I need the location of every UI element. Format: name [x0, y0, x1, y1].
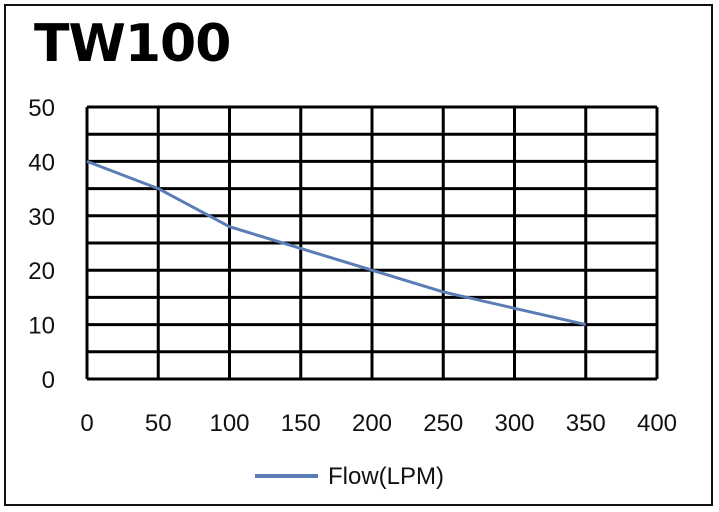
x-tick-label: 300 [494, 410, 534, 437]
y-tick-label: 50 [28, 95, 55, 122]
y-tick-label: 30 [28, 204, 55, 231]
legend-label: Flow(LPM) [328, 463, 444, 490]
y-tick-label: 0 [42, 367, 55, 394]
x-tick-label: 100 [209, 410, 249, 437]
chart-series [86, 159, 587, 327]
chart-frame [4, 4, 713, 506]
series-line [86, 159, 587, 327]
y-tick-label: 40 [28, 149, 55, 176]
y-tick-label: 10 [28, 313, 55, 340]
x-tick-label: 0 [80, 410, 93, 437]
x-tick-label: 150 [281, 410, 321, 437]
chart-legend: Flow(LPM) [255, 463, 444, 490]
y-tick-label: 20 [28, 258, 55, 285]
chart-grid [85, 105, 659, 381]
x-tick-label: 200 [352, 410, 392, 437]
x-tick-label: 50 [145, 410, 172, 437]
y-axis-ticks: 0 10 20 30 40 50 [28, 95, 55, 394]
x-tick-label: 400 [637, 410, 677, 437]
chart-title: TW100 [34, 14, 231, 74]
x-tick-label: 350 [566, 410, 606, 437]
x-tick-label: 250 [423, 410, 463, 437]
x-axis-ticks: 0 50 100 150 200 250 300 350 400 [80, 410, 677, 437]
